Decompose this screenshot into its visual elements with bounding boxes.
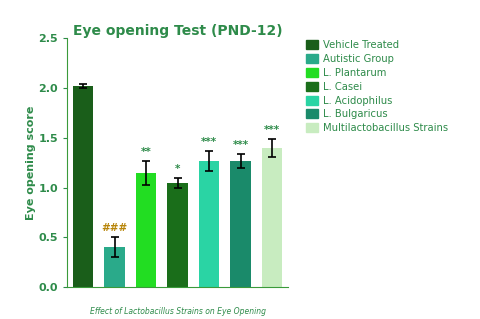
Text: ***: *** [233,140,249,150]
Y-axis label: Eye opening score: Eye opening score [26,106,36,220]
Bar [73,86,93,287]
Title: Eye opening Test (PND-12): Eye opening Test (PND-12) [73,24,282,38]
Legend: Vehicle Treated, Autistic Group, L. Plantarum, L. Casei, L. Acidophilus, L. Bulg: Vehicle Treated, Autistic Group, L. Plan… [304,38,450,135]
Bar [199,161,219,287]
Text: ###: ### [101,223,128,234]
Bar [136,173,156,287]
Bar [262,148,282,287]
Bar [230,161,251,287]
Text: *: * [175,164,180,174]
Text: ***: *** [201,137,217,147]
Text: Effect of Lactobacillus Strains on Eye Opening: Effect of Lactobacillus Strains on Eye O… [90,307,265,316]
Bar [168,182,188,287]
Text: **: ** [141,147,151,157]
Text: ***: *** [264,125,280,135]
Bar [104,247,125,287]
